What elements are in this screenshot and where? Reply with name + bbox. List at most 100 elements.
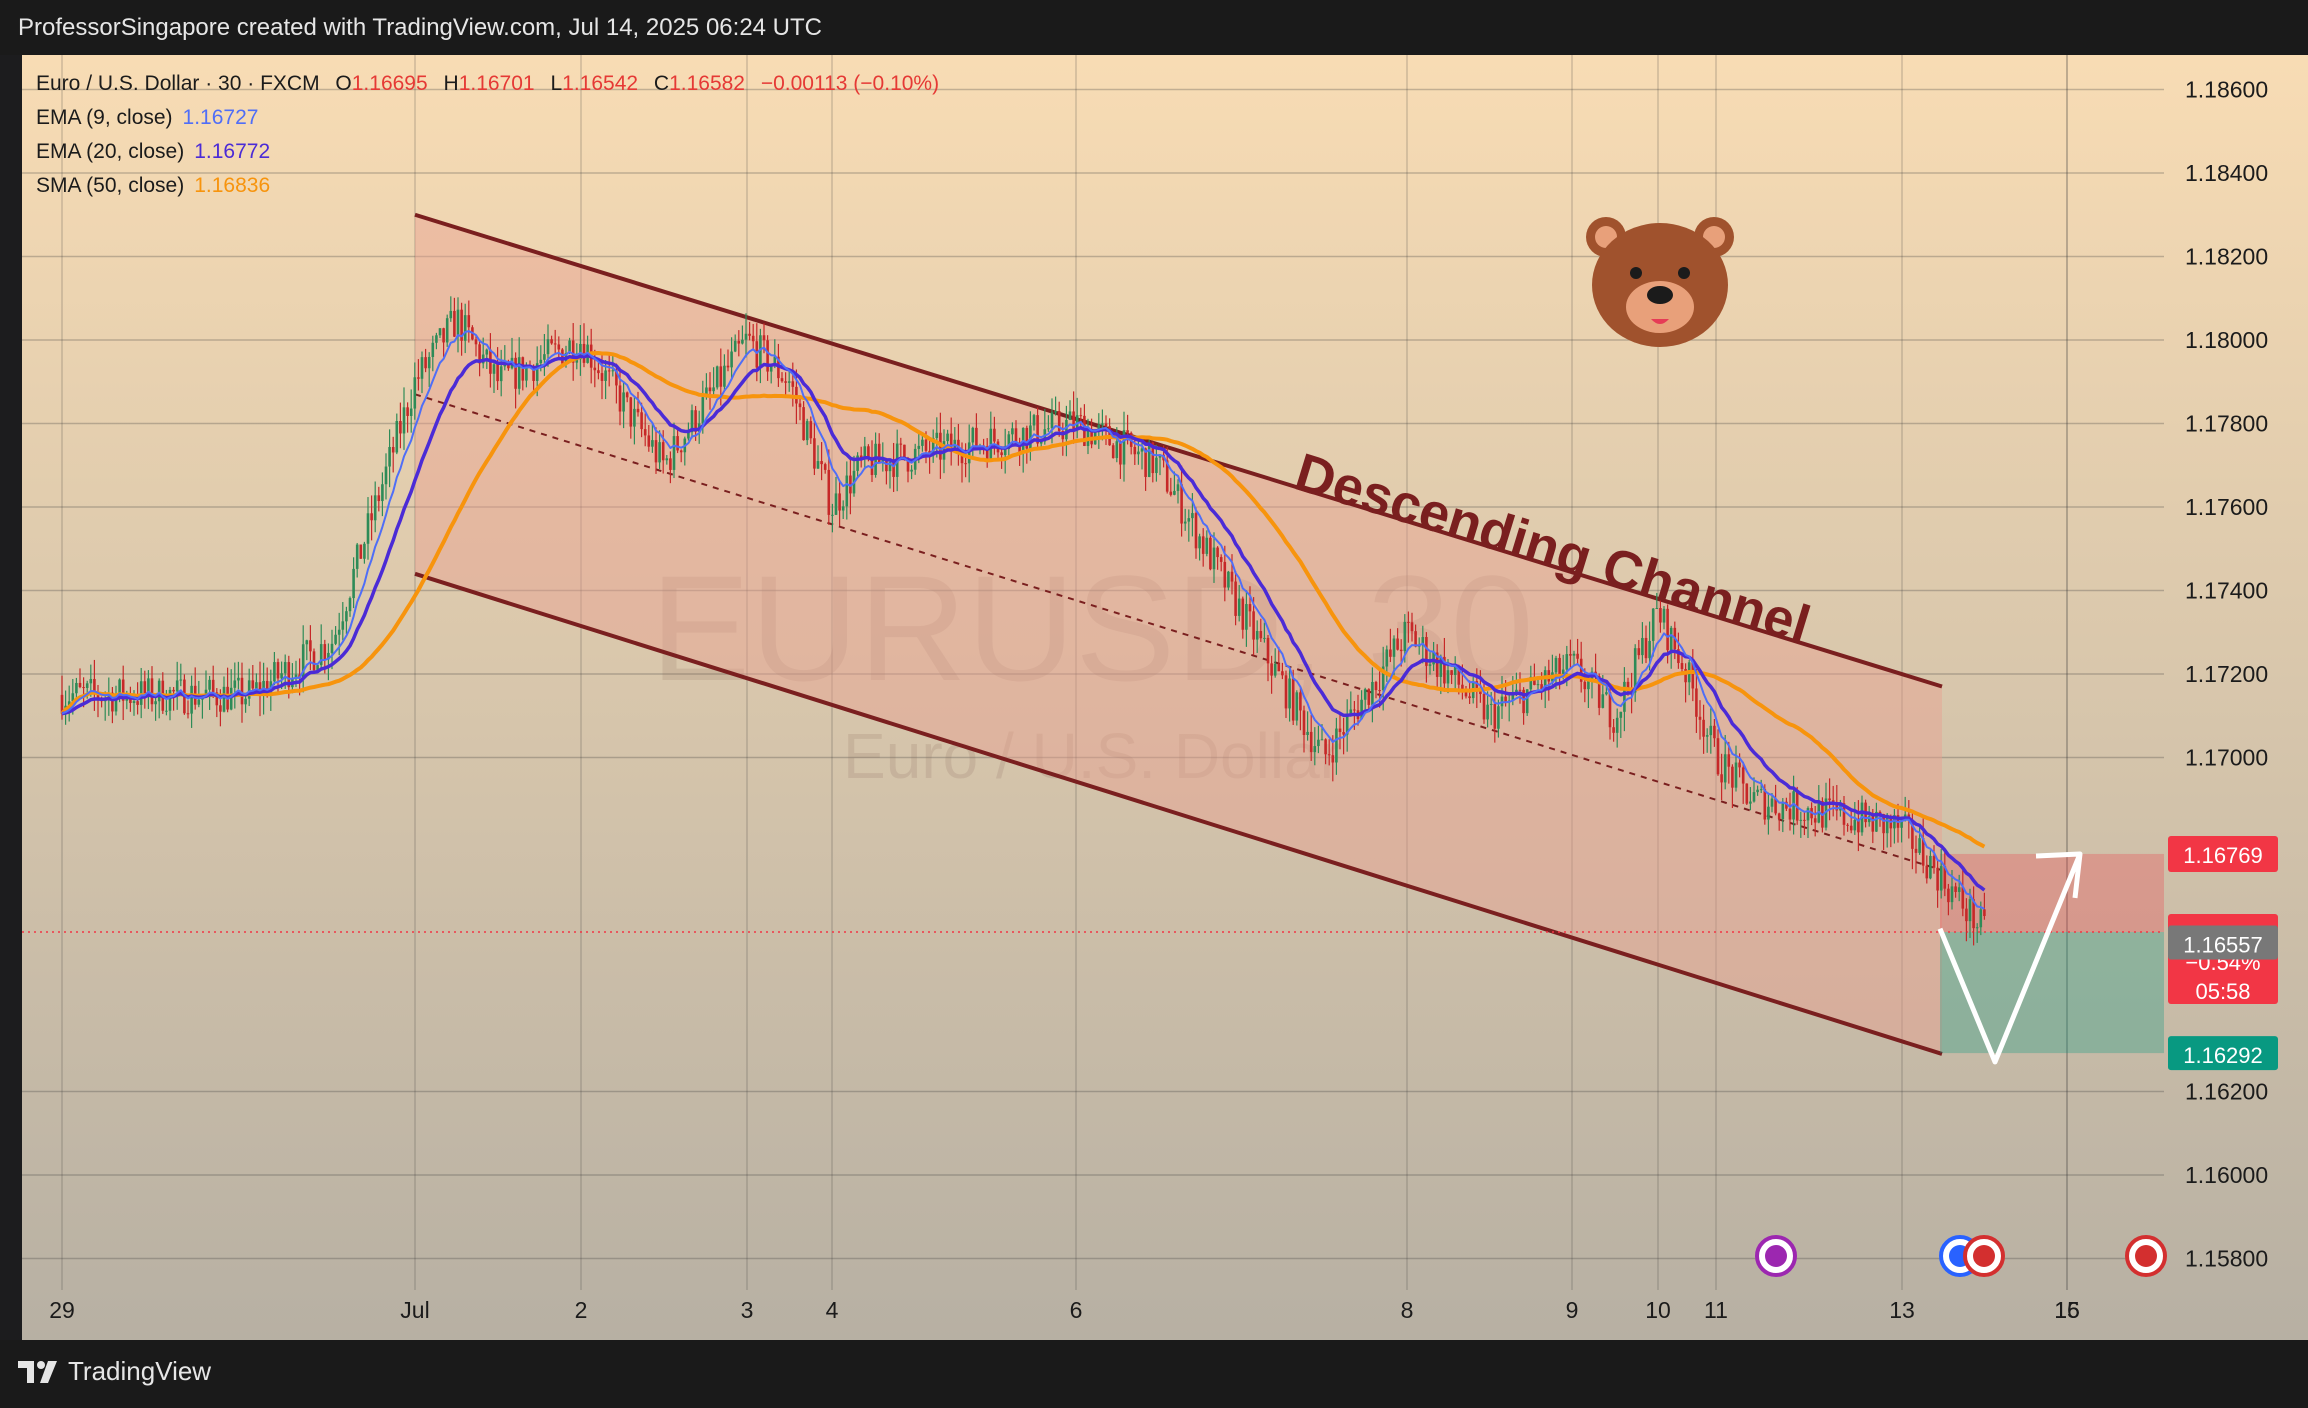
candle-body [1090,429,1093,445]
candle-body [1000,452,1003,456]
candle-body [899,443,903,445]
candle-body [885,459,888,472]
candle-body [1111,445,1115,459]
us-event-icon-2 [2125,1235,2167,1277]
candle-body [1803,819,1806,821]
candle-body [1972,899,1975,929]
header-credit: ProfessorSingapore created with TradingV… [0,0,2308,55]
legend-change: −0.00113 (−0.10%) [760,72,940,95]
candle-body [1846,824,1849,826]
stop-price-tag: 1.16292 [2168,1036,2278,1071]
candle-body [906,458,910,472]
candle-body [1770,798,1774,807]
us-event-icon [1963,1235,2005,1277]
bear-nose [1647,286,1673,304]
candle-body [1777,813,1781,819]
candle-body [85,683,89,688]
legend-ema9[interactable]: EMA (9, close) 1.16727 [36,106,258,130]
candle-body [1745,783,1749,804]
candle-body [1079,415,1083,417]
event-core [2135,1245,2157,1267]
tradingview-logo[interactable]: TradingView [18,1356,211,1387]
candle-body [168,689,172,711]
candle-body [751,335,755,342]
x-tick-label: 8 [1401,1297,1414,1323]
candle-body [352,568,355,599]
candle-body [1921,838,1925,866]
candle-body [1399,649,1403,652]
candle-body [975,427,978,448]
candle-body [579,343,582,360]
candle-body [499,366,503,382]
candle-body [363,543,366,559]
candle-body [1003,449,1007,456]
candle-body [543,354,546,360]
candle-body [1698,716,1702,720]
candle-body [402,407,406,434]
candle-body [1543,670,1547,690]
candle-body [1378,690,1381,692]
candle-body [1248,604,1252,612]
candle-body [640,412,643,430]
candle-body [1392,638,1396,657]
candle-body [208,679,211,690]
candle-body [1363,689,1367,700]
candle-body [1612,727,1615,733]
candle-body [791,381,795,387]
candle-body [535,363,539,381]
candle-body [211,679,215,693]
candle-body [1237,598,1241,616]
candle-body [1198,536,1201,549]
candle-body [1957,887,1961,892]
candle-body [265,680,269,695]
candle-body [1428,664,1432,666]
candle-body [1489,703,1493,705]
candle-body [114,694,118,712]
candle-body [1842,803,1846,825]
candle-body [316,665,319,671]
candle-body [1709,725,1713,736]
candle-body [1032,415,1036,426]
ema20-value: 1.16772 [194,140,271,163]
candle-body [611,370,615,372]
x-tick-label: 6 [1070,1297,1083,1323]
candle-body [654,440,658,463]
candle-body [532,366,535,381]
candle-body [1039,441,1043,444]
ema9-value: 1.16727 [182,106,259,129]
candle-body [1234,581,1237,616]
candle-body [244,698,247,705]
candle-body [1277,663,1281,672]
legend-ema20[interactable]: EMA (20, close) 1.16772 [36,140,270,164]
candle-body [1849,825,1853,831]
legend-sma50[interactable]: SMA (50, close) 1.16836 [36,174,270,198]
candle-body [917,445,921,449]
candle-body [355,544,359,569]
bear-eye-right [1678,267,1690,279]
candle-body [924,439,928,451]
candle-body [1115,441,1119,459]
candle-body [1961,887,1965,909]
candle-body [618,385,622,412]
candle-body [1306,731,1309,735]
candle-body [593,367,597,371]
candle-body [1914,848,1918,853]
candle-body [1227,571,1230,588]
candle-body [1680,663,1684,670]
candle-body [1119,441,1122,465]
candle-body [1655,608,1659,610]
candle-body [780,378,784,382]
candle-body [215,692,219,706]
legend-c-label: C [653,72,670,95]
legend-l-label: L [550,72,563,95]
candle-body [841,506,845,511]
candle-body [82,687,85,689]
candle-body [1245,604,1248,630]
x-tick-label: 2 [575,1297,588,1323]
legend-o-value: 1.16695 [351,72,428,95]
candle-body [1871,816,1875,832]
candle-body [1597,676,1601,708]
candle-body [1349,709,1353,715]
candle-body [1720,774,1723,783]
